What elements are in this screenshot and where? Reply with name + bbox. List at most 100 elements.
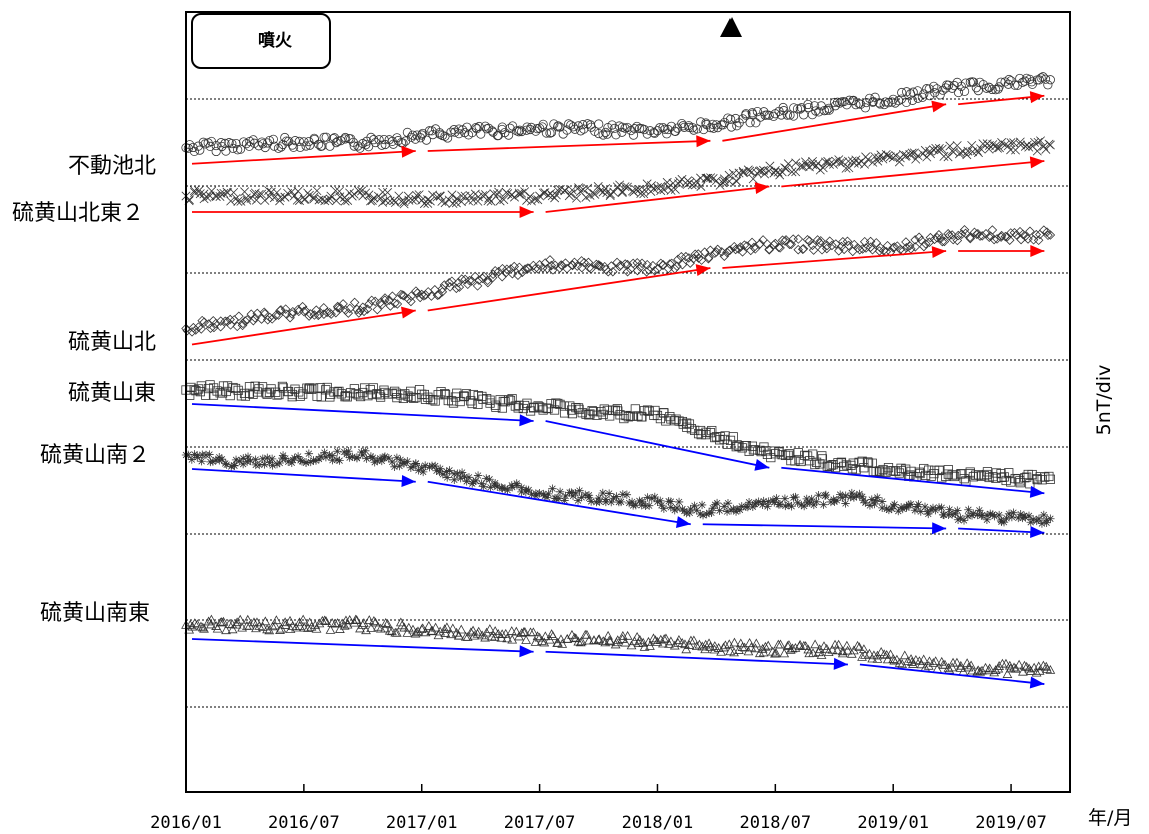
data-point [1037,519,1047,528]
data-point [1029,515,1038,524]
data-point [333,447,342,456]
data-point [206,619,216,629]
data-point [787,502,796,511]
data-point [477,479,486,488]
data-point [764,244,774,254]
trend-arrow [781,466,1045,498]
data-point [306,457,315,467]
data-point [366,452,376,461]
data-point [264,136,275,146]
data-point [423,392,433,402]
data-point [510,401,520,411]
trend-arrow [702,522,947,535]
data-point [251,623,261,633]
data-point [399,197,409,207]
data-point [304,311,314,321]
data-point [906,654,916,663]
data-point [835,158,845,168]
data-point [896,463,906,473]
data-point [832,496,842,505]
data-point [1030,137,1040,147]
data-point [978,139,988,149]
data-point [554,263,565,273]
data-point [842,236,853,247]
data-point [471,476,481,485]
data-point [719,251,730,261]
data-point [560,258,571,268]
data-point [797,500,806,510]
data-point [823,156,833,166]
data-point [242,614,253,624]
data-point [815,459,825,469]
data-point [824,105,834,115]
data-point [456,474,465,483]
data-point [306,621,317,631]
data-point [403,391,413,401]
data-point [212,386,222,396]
data-point [870,499,879,509]
data-point [535,489,544,498]
data-point [378,197,388,207]
data-point [448,398,459,408]
data-point [275,625,285,634]
data-point [1036,73,1046,83]
data-point [726,122,737,132]
data-point [513,403,523,413]
data-point [330,618,341,628]
data-point [397,620,407,630]
data-point [755,166,765,176]
data-point [681,251,691,262]
data-point [370,137,381,148]
data-point [722,247,732,258]
data-point [238,318,248,329]
data-point [919,463,929,474]
data-point [712,244,723,255]
data-point [557,638,568,648]
data-point [814,490,823,500]
data-point [387,291,398,301]
data-point [236,196,246,206]
data-point [453,469,462,478]
data-point [352,453,362,463]
data-point [607,497,616,507]
data-point [437,283,448,294]
data-point [482,275,493,286]
data-point [431,461,440,471]
data-point [852,640,863,650]
data-point [557,260,567,271]
data-point [469,477,478,487]
data-point [620,637,631,647]
data-point [977,231,987,241]
data-point [357,447,366,457]
data-point [281,454,290,463]
data-points [181,72,1056,678]
data-point [246,456,255,466]
data-point [642,259,652,270]
data-point [639,641,650,651]
data-point [420,461,430,470]
data-point [507,634,518,644]
data-point [823,647,834,656]
data-point [910,506,920,515]
data-point [1024,142,1034,152]
data-point [810,459,820,470]
data-point [485,475,494,484]
data-point [311,623,322,633]
data-point [674,634,684,644]
data-point [1041,661,1052,671]
data-point [584,493,594,502]
data-point [881,650,892,659]
data-point [691,176,701,186]
data-point [774,447,784,457]
data-point [997,517,1006,526]
data-point [440,389,450,399]
data-point [914,232,924,243]
data-point [436,464,445,473]
data-point [459,391,469,401]
data-point [554,494,564,503]
data-point [548,484,557,493]
data-point [891,466,901,476]
data-point [807,494,816,504]
data-point [287,458,296,467]
trend-arrows-series-1 [192,156,1045,218]
